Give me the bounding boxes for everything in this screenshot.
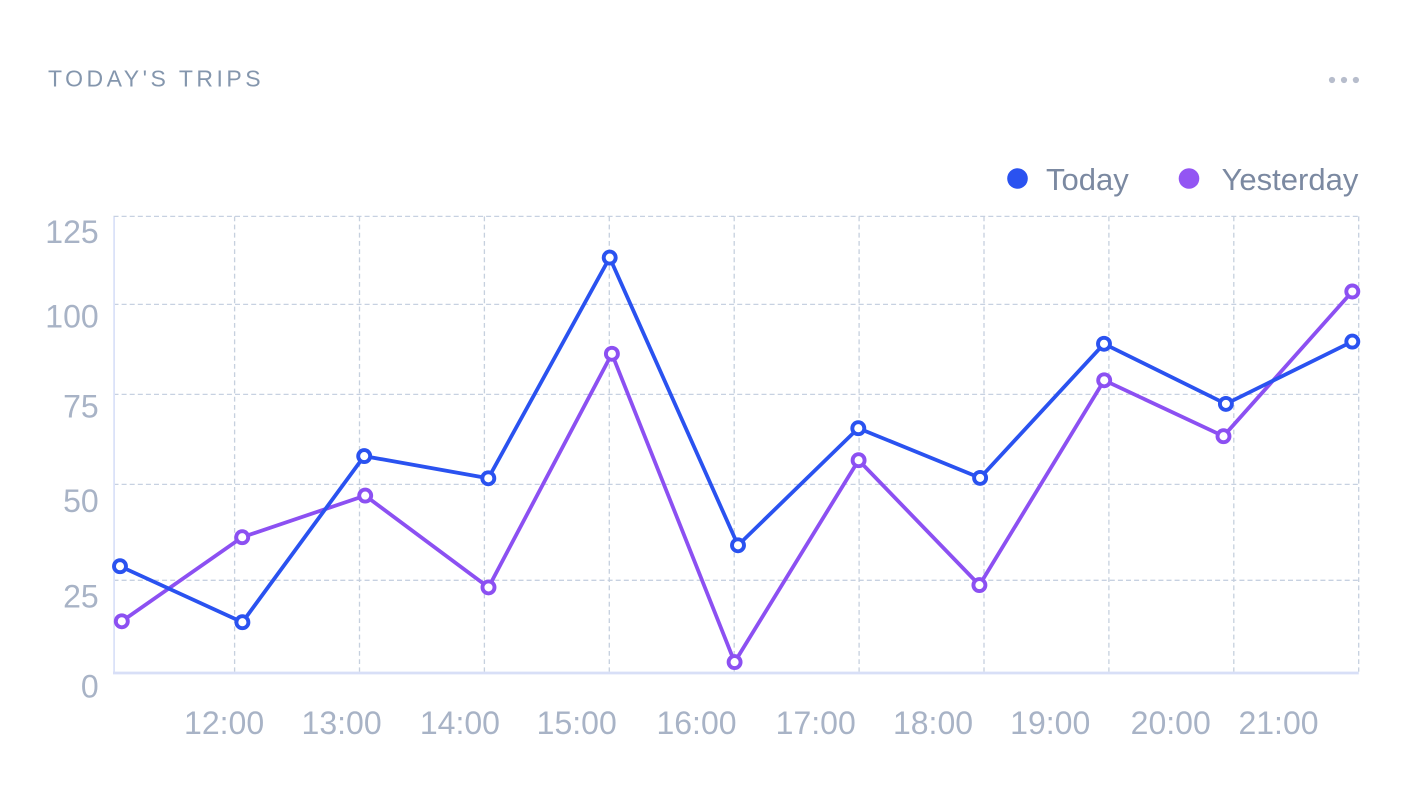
svg-text:19:00: 19:00 — [1010, 705, 1090, 741]
svg-text:12:00: 12:00 — [184, 705, 264, 741]
svg-text:50: 50 — [63, 483, 99, 519]
svg-text:75: 75 — [63, 389, 99, 425]
svg-text:125: 125 — [45, 214, 98, 250]
svg-text:16:00: 16:00 — [656, 705, 736, 741]
svg-text:21:00: 21:00 — [1238, 705, 1318, 741]
svg-text:25: 25 — [63, 579, 99, 615]
svg-text:100: 100 — [45, 298, 98, 334]
svg-text:Yesterday: Yesterday — [1222, 162, 1359, 197]
svg-text:15:00: 15:00 — [537, 705, 617, 741]
svg-text:18:00: 18:00 — [893, 705, 973, 741]
svg-text:13:00: 13:00 — [302, 705, 382, 741]
svg-text:Today: Today — [1046, 162, 1129, 197]
svg-text:17:00: 17:00 — [776, 705, 856, 741]
svg-text:TODAY'S TRIPS: TODAY'S TRIPS — [48, 66, 264, 92]
svg-text:0: 0 — [81, 668, 99, 704]
svg-text:14:00: 14:00 — [420, 705, 500, 741]
svg-text:20:00: 20:00 — [1131, 705, 1211, 741]
